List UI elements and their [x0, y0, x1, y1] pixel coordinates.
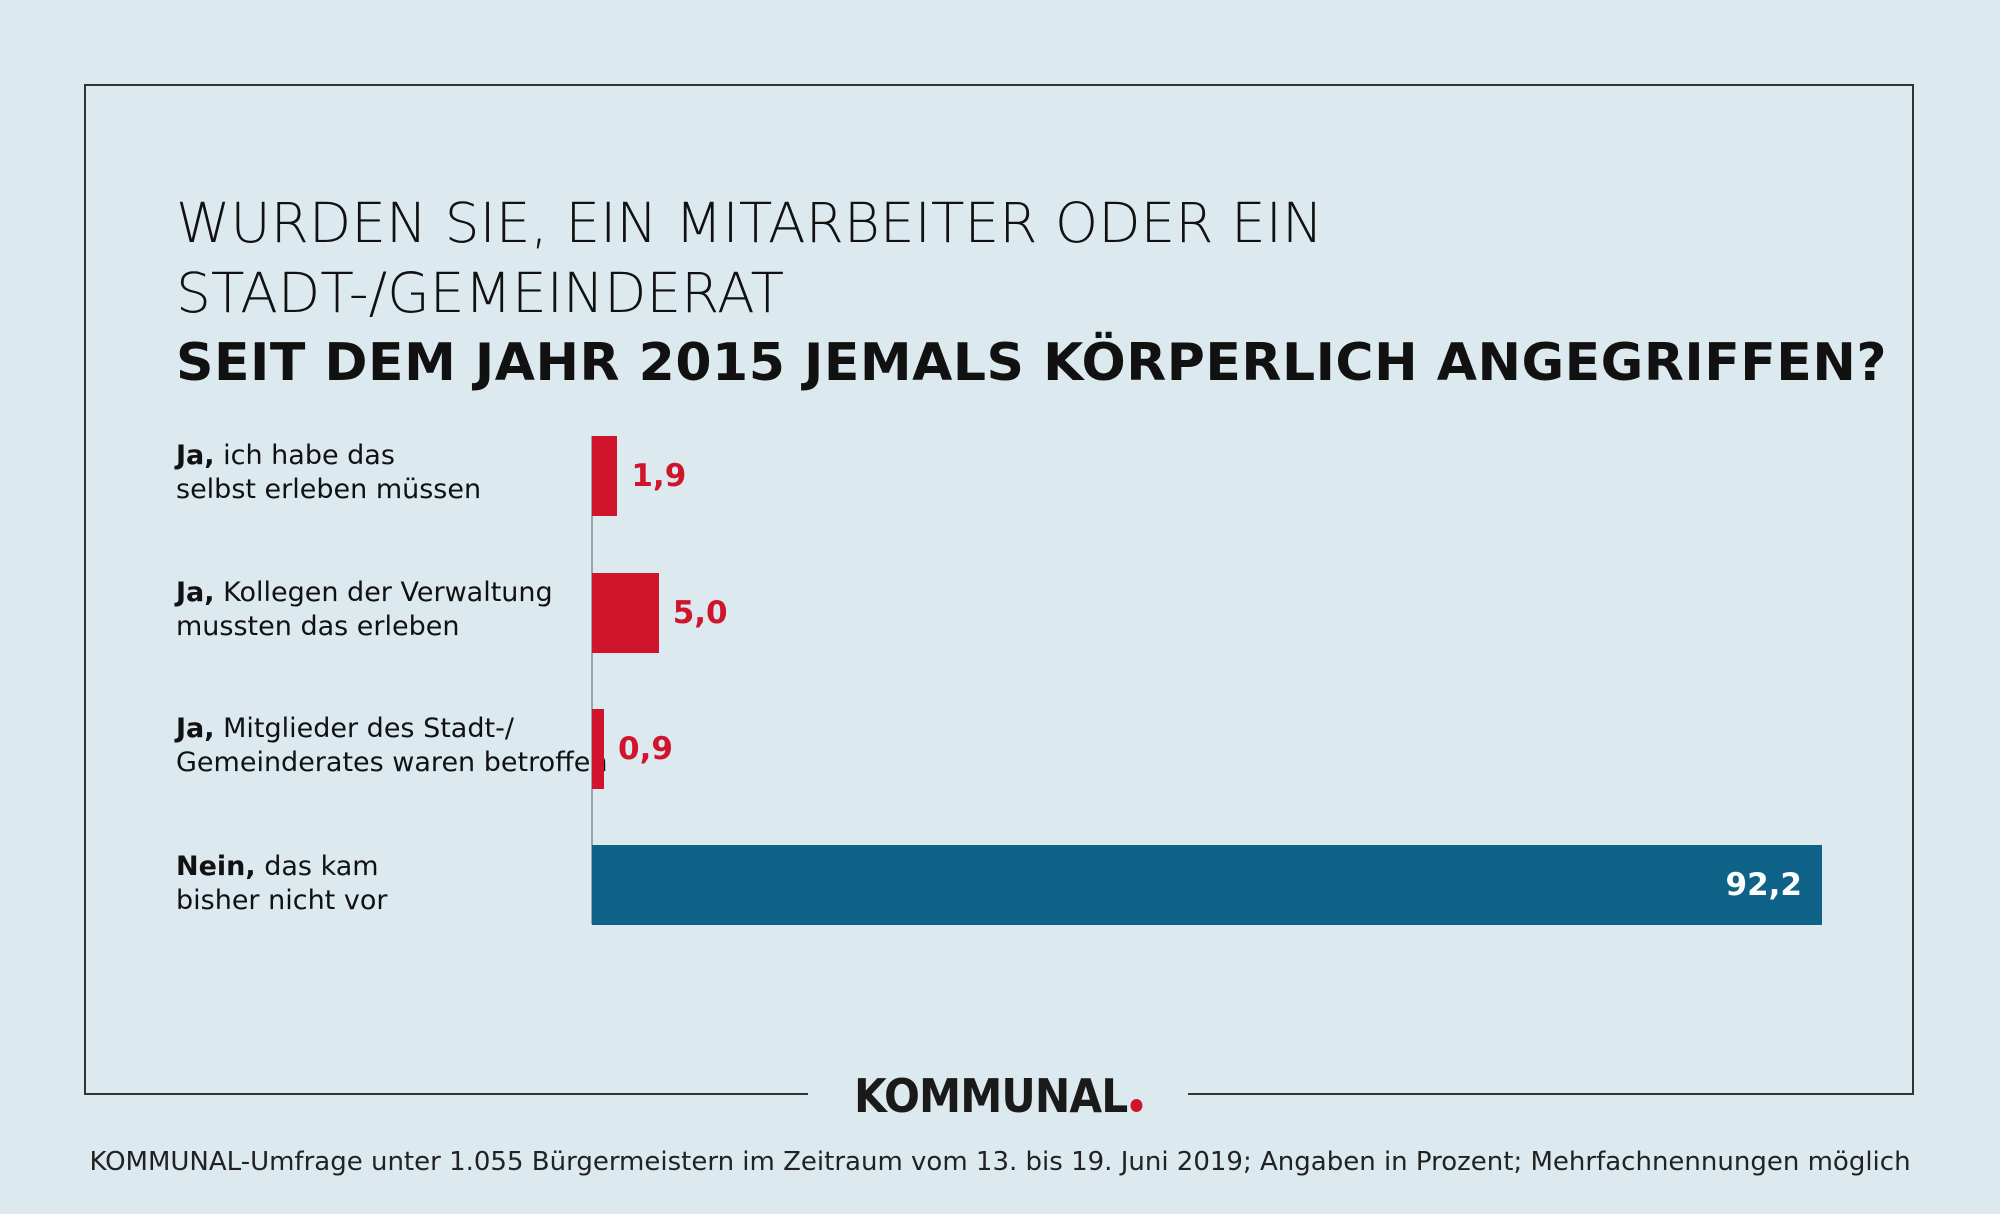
brand-logo: KOMMUNAL	[823, 1070, 1173, 1122]
category-label-4: Nein, das kam bisher nicht vor	[176, 850, 387, 918]
bar-1	[592, 436, 618, 516]
bar-value-label-4: 92,2	[1725, 867, 1803, 903]
chart-baseline	[591, 436, 593, 924]
category-label-3-line2: Gemeinderates waren betroffen	[176, 747, 608, 778]
source-note: KOMMUNAL-Umfrage unter 1.055 Bürgermeist…	[89, 1147, 1911, 1177]
chart-title-line1: WURDEN SIE, EIN MITARBEITER ODER EIN STA…	[176, 191, 1324, 325]
category-label-3-rest: Mitglieder des Stadt-/	[214, 713, 514, 744]
category-label-4-line2: bisher nicht vor	[176, 885, 388, 916]
category-label-1-rest: ich habe das	[214, 440, 395, 471]
category-label-1-lead: Ja,	[176, 440, 215, 471]
chart-title: WURDEN SIE, EIN MITARBEITER ODER EIN STA…	[176, 188, 1916, 398]
category-label-4-lead: Nein,	[176, 851, 256, 882]
bar-3	[592, 709, 604, 789]
chart-title-line2: SEIT DEM JAHR 2015 JEMALS KÖRPERLICH ANG…	[176, 333, 1887, 393]
category-label-1: Ja, ich habe das selbst erleben müssen	[176, 439, 481, 507]
category-label-2-line2: mussten das erleben	[176, 611, 460, 642]
brand-gap	[808, 1070, 1188, 1120]
bar-value-label-1: 1,9	[631, 458, 687, 494]
brand-text: KOMMUNAL	[854, 1069, 1128, 1123]
category-label-3-lead: Ja,	[176, 713, 215, 744]
bar-2	[592, 573, 659, 653]
category-label-2-lead: Ja,	[176, 577, 215, 608]
bar-4	[592, 845, 1822, 925]
category-label-2: Ja, Kollegen der Verwaltung mussten das …	[176, 576, 553, 644]
brand-dot-icon	[1130, 1099, 1142, 1112]
bar-value-label-2: 5,0	[672, 595, 728, 631]
category-label-2-rest: Kollegen der Verwaltung	[214, 577, 553, 608]
category-label-3: Ja, Mitglieder des Stadt-/ Gemeinderates…	[176, 712, 607, 780]
category-label-4-rest: das kam	[255, 851, 379, 882]
bar-value-label-3: 0,9	[618, 731, 673, 767]
category-label-1-line2: selbst erleben müssen	[176, 474, 482, 505]
